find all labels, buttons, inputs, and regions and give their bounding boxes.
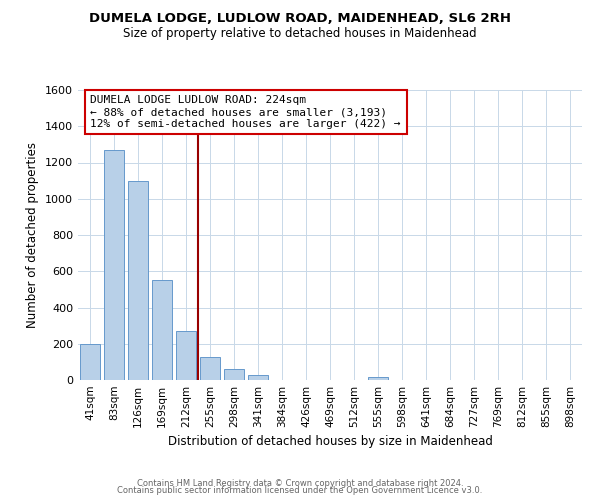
Text: Contains public sector information licensed under the Open Government Licence v3: Contains public sector information licen… xyxy=(118,486,482,495)
Bar xyxy=(104,150,124,380)
Bar xyxy=(368,378,388,380)
Y-axis label: Number of detached properties: Number of detached properties xyxy=(26,142,40,328)
Bar xyxy=(80,344,100,380)
Text: DUMELA LODGE LUDLOW ROAD: 224sqm
← 88% of detached houses are smaller (3,193)
12: DUMELA LODGE LUDLOW ROAD: 224sqm ← 88% o… xyxy=(91,96,401,128)
X-axis label: Distribution of detached houses by size in Maidenhead: Distribution of detached houses by size … xyxy=(167,436,493,448)
Bar xyxy=(176,331,196,380)
Text: Size of property relative to detached houses in Maidenhead: Size of property relative to detached ho… xyxy=(123,28,477,40)
Text: DUMELA LODGE, LUDLOW ROAD, MAIDENHEAD, SL6 2RH: DUMELA LODGE, LUDLOW ROAD, MAIDENHEAD, S… xyxy=(89,12,511,26)
Bar xyxy=(200,358,220,380)
Bar xyxy=(224,369,244,380)
Bar xyxy=(248,374,268,380)
Bar xyxy=(128,180,148,380)
Text: Contains HM Land Registry data © Crown copyright and database right 2024.: Contains HM Land Registry data © Crown c… xyxy=(137,478,463,488)
Bar xyxy=(152,280,172,380)
